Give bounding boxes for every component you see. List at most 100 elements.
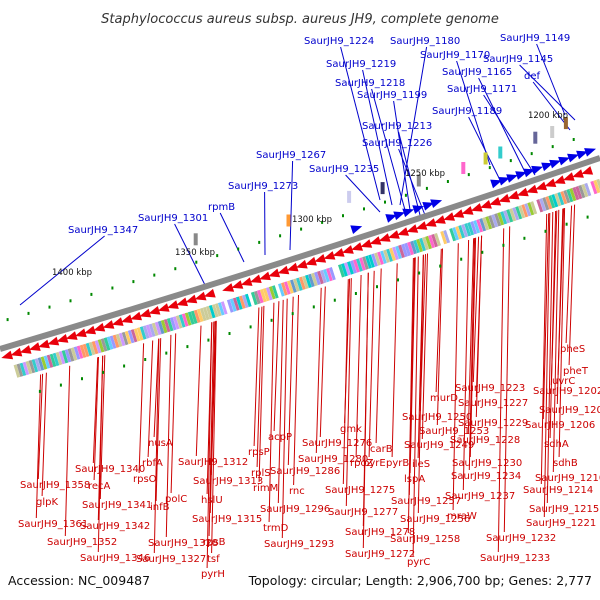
gene-label: rnc [289, 486, 305, 497]
gene-label: SaurJH9_1257 [391, 496, 461, 507]
forward-gene-arrow [452, 209, 465, 218]
gene-label: SaurJH9_1253 [419, 426, 489, 437]
forward-gene-arrow [102, 320, 115, 329]
gene-label: pyrB [386, 458, 409, 469]
content-segment [521, 204, 529, 218]
gene-label: SaurJH9_1315 [192, 514, 262, 525]
content-segment [550, 126, 555, 138]
content-segment [220, 301, 228, 315]
content-segment [76, 345, 84, 359]
content-segment [226, 299, 234, 313]
minor-tick [530, 152, 533, 156]
gene-label: sdhB [553, 458, 578, 469]
reverse-gene-arrow [549, 159, 561, 169]
gene-label: pyrH [201, 569, 225, 580]
minor-tick [153, 273, 156, 277]
content-segment [449, 228, 457, 242]
gene-label: rpoZ [350, 458, 374, 469]
leader-line [556, 208, 564, 405]
content-segment [13, 364, 21, 378]
content-segment [79, 344, 87, 358]
content-segment [193, 233, 198, 246]
reverse-gene-arrow [558, 156, 570, 166]
content-segment [244, 293, 252, 307]
content-segment [256, 289, 264, 304]
content-segment [392, 246, 399, 260]
forward-gene-arrow [268, 268, 281, 278]
content-segment [416, 238, 423, 253]
content-segment [374, 252, 381, 266]
forward-gene-arrow [121, 314, 133, 324]
content-segment [232, 297, 240, 311]
minor-tick [586, 215, 589, 219]
forward-gene-arrow [231, 280, 244, 289]
content-segment [121, 331, 129, 346]
minor-tick [195, 260, 198, 264]
content-segment [133, 328, 141, 342]
gene-label: SaurJH9_1352 [47, 537, 117, 548]
reverse-gene-arrow [422, 202, 435, 211]
leader-line [540, 213, 548, 485]
leader-line [362, 69, 393, 206]
forward-gene-arrow [286, 262, 299, 272]
content-segment [467, 222, 475, 236]
gene-label: SaurJH9_1342 [80, 521, 150, 532]
leader-line [532, 81, 571, 131]
gene-label: murD [430, 393, 458, 404]
content-segment [515, 206, 523, 220]
content-segment [593, 179, 600, 194]
genome-summary-text: Topology: circular; Length: 2,906,700 bp… [248, 573, 592, 588]
content-segment [262, 288, 270, 302]
content-segment [302, 275, 309, 289]
content-segment [512, 207, 520, 221]
gene-label: gmk [340, 424, 362, 435]
leader-line [206, 322, 213, 569]
forward-gene-arrow [47, 336, 60, 346]
leader-line [542, 213, 550, 420]
minor-tick [425, 186, 428, 190]
content-segment [91, 341, 99, 355]
leader-line [268, 302, 275, 523]
content-segment [491, 214, 499, 228]
content-segment [25, 360, 33, 375]
gene-label: SaurJH9_1328 [148, 538, 218, 549]
gene-label: recA [88, 481, 111, 492]
content-segment [365, 255, 372, 269]
content-segment [19, 362, 27, 376]
content-segment [178, 314, 186, 328]
content-segment [55, 351, 63, 366]
content-segment [148, 323, 156, 337]
gene-label: SaurJH9_1233 [480, 553, 550, 564]
forward-gene-arrow [498, 193, 511, 203]
gene-label: SaurJH9_1214 [523, 485, 593, 496]
content-segment [311, 272, 318, 287]
content-segment [193, 309, 201, 323]
reverse-gene-arrow [385, 214, 398, 223]
content-segment [566, 189, 574, 203]
gene-label: pyrC [407, 557, 430, 568]
leader-line [546, 211, 554, 504]
content-segment [509, 208, 517, 222]
content-segment [271, 285, 279, 299]
gene-label: ileS [412, 459, 430, 470]
minor-tick [174, 267, 177, 271]
gene-label: hslU [201, 495, 223, 506]
content-segment [64, 349, 72, 363]
forward-gene-arrow [139, 308, 152, 318]
gene-label: SaurJH9_1301 [138, 213, 208, 224]
leader-line [345, 278, 352, 507]
forward-gene-arrow [461, 206, 474, 215]
gene-label: SaurJH9_1237 [445, 491, 515, 502]
gene-label: SaurJH9_1165 [442, 67, 512, 78]
leader-line [99, 355, 106, 500]
minor-tick [27, 311, 30, 315]
content-segment [85, 342, 93, 357]
forward-gene-arrow [562, 172, 575, 181]
forward-gene-arrow [130, 311, 142, 321]
reverse-gene-arrow [531, 165, 543, 175]
leader-line [398, 131, 421, 216]
forward-gene-arrow [341, 245, 354, 254]
content-segment [437, 232, 445, 246]
content-segment [145, 324, 153, 338]
gene-label: SaurJH9_1230 [452, 458, 522, 469]
